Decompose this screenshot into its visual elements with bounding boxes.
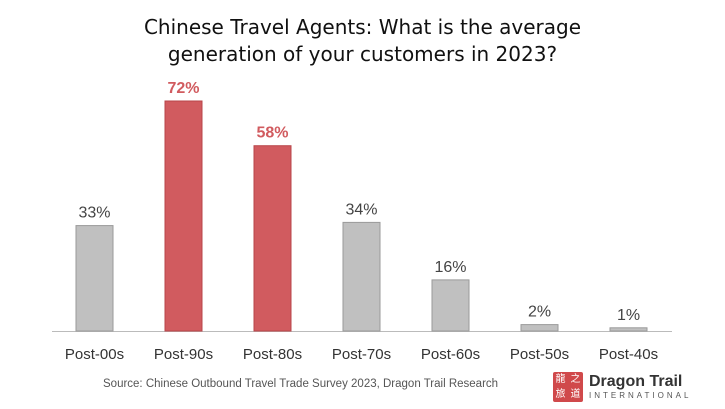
chart-title-line-1: Chinese Travel Agents: What is the avera…	[143, 15, 582, 39]
data-label: 33%	[78, 205, 110, 222]
data-label: 58%	[256, 125, 288, 142]
data-label: 72%	[167, 80, 199, 97]
source-note: Source: Chinese Outbound Travel Trade Su…	[103, 378, 499, 390]
x-tick-label: Post-50s	[510, 346, 569, 363]
bar-post-70s	[342, 221, 381, 332]
bar-post-60s	[431, 279, 470, 332]
logo-name: Dragon Trail	[589, 373, 683, 390]
chart-title-line-2: generation of your customers in 2023?	[167, 42, 558, 66]
x-tick-label: Post-40s	[599, 346, 658, 363]
x-tick-label: Post-90s	[154, 346, 213, 363]
chart-title: Chinese Travel Agents: What is the avera…	[0, 14, 725, 68]
data-label: 1%	[617, 307, 640, 324]
data-label: 2%	[528, 304, 551, 321]
seal-char: 之	[570, 374, 581, 385]
logo-subtitle: INTERNATIONAL	[589, 391, 692, 400]
data-label: 34%	[345, 201, 377, 218]
data-label: 16%	[434, 259, 466, 276]
bar-post-00s	[75, 225, 114, 332]
seal-char: 旅	[555, 389, 566, 400]
x-tick-label: Post-70s	[332, 346, 391, 363]
bar-post-90s	[164, 100, 203, 332]
bar-post-40s	[609, 327, 648, 332]
x-tick-label: Post-60s	[421, 346, 480, 363]
logo-seal-icon: 龍 之 旅 道	[553, 372, 583, 402]
x-tick-label: Post-80s	[243, 346, 302, 363]
x-tick-label: Post-00s	[65, 346, 124, 363]
bar-post-80s	[253, 145, 292, 332]
seal-char: 龍	[555, 374, 566, 385]
dragon-trail-logo: 龍 之 旅 道 Dragon Trail INTERNATIONAL	[553, 370, 691, 404]
seal-char: 道	[570, 389, 581, 400]
logo-text: Dragon Trail INTERNATIONAL	[589, 373, 691, 401]
bar-post-50s	[520, 324, 559, 332]
